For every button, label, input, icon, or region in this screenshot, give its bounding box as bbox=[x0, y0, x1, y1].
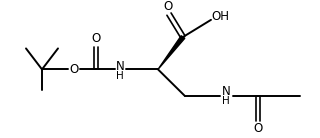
Text: H: H bbox=[222, 96, 230, 106]
Text: O: O bbox=[253, 122, 263, 135]
Text: O: O bbox=[69, 63, 79, 76]
Text: O: O bbox=[92, 32, 100, 45]
Text: O: O bbox=[164, 0, 172, 13]
Text: H: H bbox=[116, 71, 124, 81]
Text: OH: OH bbox=[211, 10, 229, 22]
Polygon shape bbox=[158, 36, 185, 69]
Text: N: N bbox=[116, 60, 124, 73]
Text: N: N bbox=[222, 85, 230, 98]
